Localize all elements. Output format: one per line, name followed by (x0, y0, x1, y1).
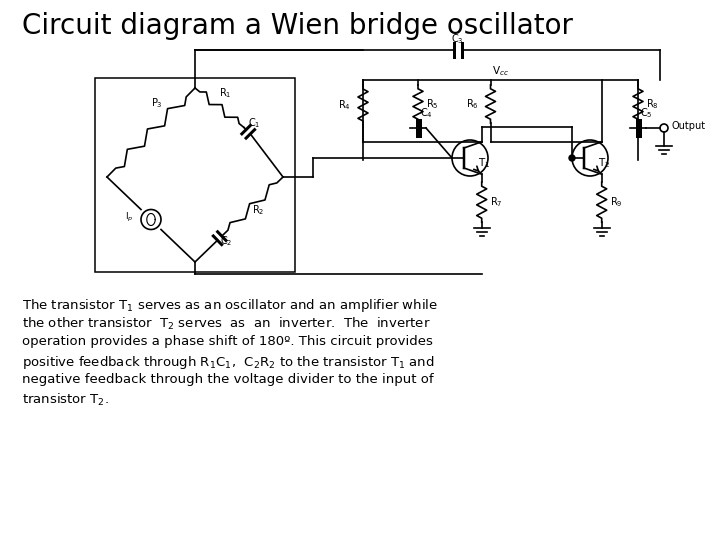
Text: V$_{cc}$: V$_{cc}$ (492, 64, 509, 78)
Text: R$_9$: R$_9$ (610, 195, 622, 209)
Text: R$_1$: R$_1$ (219, 86, 231, 100)
Text: R$_7$: R$_7$ (490, 195, 503, 209)
Text: R$_8$: R$_8$ (646, 97, 659, 111)
Text: C$_1$: C$_1$ (248, 116, 260, 130)
Text: P$_3$: P$_3$ (151, 96, 163, 110)
Text: C$_4$: C$_4$ (420, 106, 433, 120)
Text: negative feedback through the voltage divider to the input of: negative feedback through the voltage di… (22, 373, 433, 386)
Text: R$_6$: R$_6$ (466, 97, 479, 111)
Text: T$_2$: T$_2$ (598, 156, 611, 170)
Text: operation provides a phase shift of 180º. This circuit provides: operation provides a phase shift of 180º… (22, 335, 433, 348)
Text: I$_p$: I$_p$ (125, 211, 133, 224)
Text: The transistor T$_1$ serves as an oscillator and an amplifier while: The transistor T$_1$ serves as an oscill… (22, 297, 438, 314)
Text: R$_2$: R$_2$ (253, 203, 265, 217)
Text: C$_5$: C$_5$ (640, 106, 652, 120)
Text: T$_1$: T$_1$ (478, 156, 490, 170)
Text: Output: Output (671, 121, 705, 131)
Circle shape (569, 155, 575, 161)
Text: the other transistor  T$_2$ serves  as  an  inverter.  The  inverter: the other transistor T$_2$ serves as an … (22, 316, 431, 332)
Text: C$_3$: C$_3$ (451, 32, 464, 46)
Text: C$_2$: C$_2$ (220, 235, 232, 248)
Text: R$_5$: R$_5$ (426, 97, 438, 111)
Text: positive feedback through R$_1$C$_1$,  C$_2$R$_2$ to the transistor T$_1$ and: positive feedback through R$_1$C$_1$, C$… (22, 354, 435, 371)
Bar (95, 78, 295, 272)
Text: R$_4$: R$_4$ (338, 98, 351, 112)
Text: Circuit diagram a Wien bridge oscillator: Circuit diagram a Wien bridge oscillator (22, 12, 573, 40)
Text: transistor T$_2$.: transistor T$_2$. (22, 392, 109, 408)
